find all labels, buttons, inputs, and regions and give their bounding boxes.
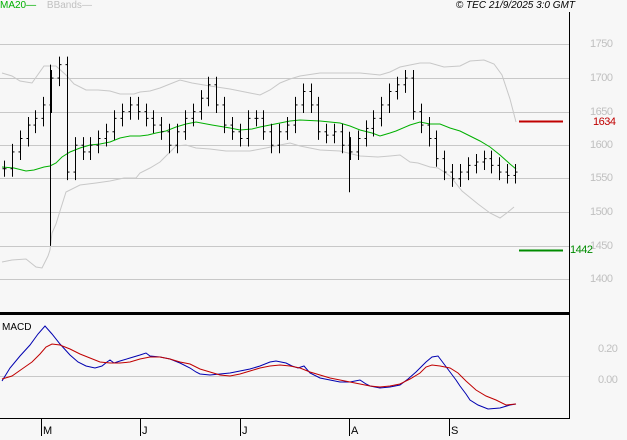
y-axis-label: 1500 bbox=[590, 206, 613, 218]
x-axis-label: S bbox=[451, 425, 459, 437]
legend-bbands: BBands— bbox=[46, 0, 92, 11]
macd-axis-label: 0.20 bbox=[598, 343, 618, 355]
x-axis-label: J bbox=[142, 425, 148, 437]
x-axis-label: M bbox=[43, 425, 53, 437]
macd-title: MACD bbox=[2, 322, 32, 333]
x-axis-label: J bbox=[242, 425, 248, 437]
support-level-label: 1442 bbox=[570, 244, 593, 256]
y-axis-label: 1700 bbox=[590, 72, 613, 84]
legend-ma20: MA20— bbox=[0, 0, 37, 11]
bband-upper-line bbox=[1, 59, 517, 123]
macd-line bbox=[1, 325, 517, 410]
copyright-timestamp: © TEC 21/9/2025 3:0 GMT bbox=[455, 0, 575, 11]
y-axis-label: 1550 bbox=[590, 172, 613, 184]
x-axis-label: A bbox=[351, 425, 359, 437]
price-gridlines bbox=[0, 44, 569, 280]
chart-legend: MA20— BBands— bbox=[0, 0, 92, 11]
bband-lower-line bbox=[1, 142, 515, 269]
macd-axis-label: 0.00 bbox=[598, 374, 618, 386]
x-axis-ticks bbox=[41, 419, 450, 436]
y-axis-label: 1750 bbox=[590, 38, 613, 50]
resistance-level-label: 1634 bbox=[593, 116, 616, 128]
y-axis-label: 1400 bbox=[590, 273, 613, 285]
y-axis-label: 1450 bbox=[590, 240, 613, 252]
y-axis-label: 1600 bbox=[590, 139, 613, 151]
signal-line bbox=[1, 343, 517, 406]
y-axis-label: 1650 bbox=[590, 106, 613, 118]
ohlc-bars bbox=[2, 56, 518, 246]
ma20-line bbox=[1, 119, 517, 172]
